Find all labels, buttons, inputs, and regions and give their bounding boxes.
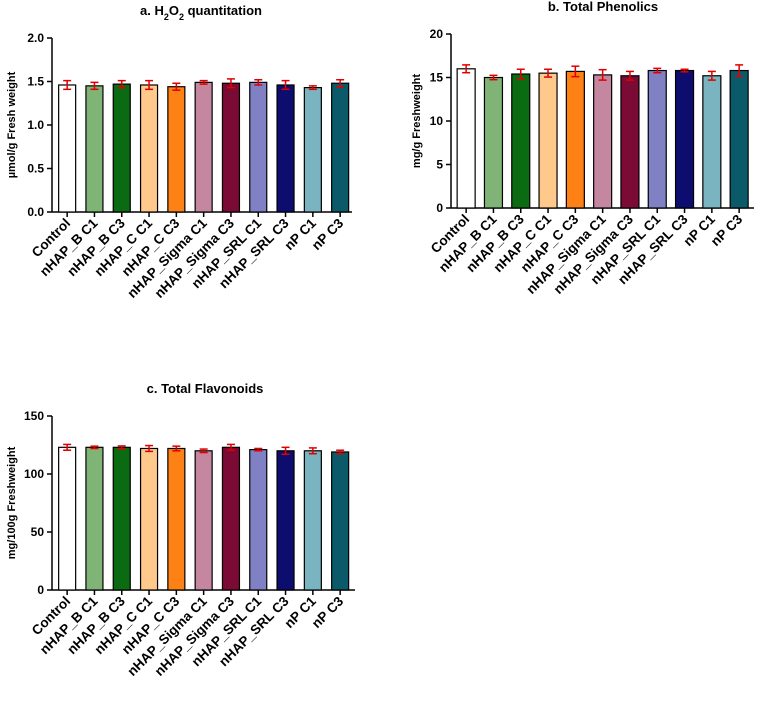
bar [167, 86, 186, 213]
y-tick-label: 0 [436, 201, 443, 215]
y-tick-label: 100 [24, 467, 44, 481]
bar [483, 76, 504, 209]
bar [456, 68, 476, 209]
y-tick-label: 15 [430, 71, 444, 85]
y-tick-label: 10 [430, 114, 444, 128]
chart-panel-total-phenolics: b. Total Phenolics mg/g Freshweight 0 5 10 15… [411, 0, 754, 297]
bar [331, 82, 350, 213]
bar [249, 449, 268, 591]
bar [593, 74, 613, 209]
y-tick-label: 0.5 [27, 162, 44, 176]
bar [249, 81, 268, 213]
x-tick-label: nP C3 [309, 215, 347, 253]
y-tick-label: 0.0 [27, 205, 44, 219]
bar [139, 447, 159, 591]
bar [85, 85, 104, 213]
bar [58, 84, 77, 213]
bar [167, 447, 186, 591]
bar [85, 446, 104, 591]
y-tick-label: 5 [436, 158, 443, 172]
y-tick-label: 50 [31, 525, 45, 539]
y-tick-label: 20 [430, 27, 444, 41]
y-axis-title: mg/g Freshweight [411, 74, 423, 168]
bar [538, 72, 558, 209]
bar [194, 450, 213, 591]
bar [565, 70, 585, 209]
bar [303, 86, 322, 213]
bar [511, 73, 531, 209]
bar [194, 81, 213, 213]
x-tick-label: nP C3 [708, 211, 746, 249]
bar [620, 75, 640, 209]
bar [674, 69, 695, 209]
x-tick-label: nP C3 [309, 593, 347, 631]
chart-title: b. Total Phenolics [548, 0, 658, 14]
bar [58, 446, 77, 591]
y-tick-label: 2.0 [27, 31, 44, 45]
bar [276, 84, 295, 213]
y-tick-label: 1.0 [27, 118, 44, 132]
bar [729, 69, 749, 209]
y-tick-label: 1.5 [27, 75, 44, 89]
chart-title: a. H2O2 quantitation [140, 3, 262, 22]
y-tick-label: 0 [37, 583, 44, 597]
chart-panel-h2o2: a. H2O2 quantitation µmol/g Fresh weight 0… [6, 3, 352, 301]
bar [112, 83, 131, 213]
bar [112, 446, 131, 591]
y-tick-label: 150 [24, 409, 44, 423]
chart-panel-total-flavonoids: c. Total Flavonoids mg/100g Freshweight 0 5… [6, 381, 355, 679]
bar [221, 82, 241, 213]
chart-title: c. Total Flavonoids [147, 381, 264, 396]
bar [702, 75, 722, 209]
bar [331, 451, 350, 591]
bar [276, 450, 295, 591]
bar [303, 450, 322, 591]
bar [647, 69, 667, 209]
bar [139, 84, 159, 213]
bar [221, 446, 241, 591]
y-axis-title: mg/100g Freshweight [6, 446, 18, 559]
y-axis-title: µmol/g Fresh weight [6, 71, 18, 178]
